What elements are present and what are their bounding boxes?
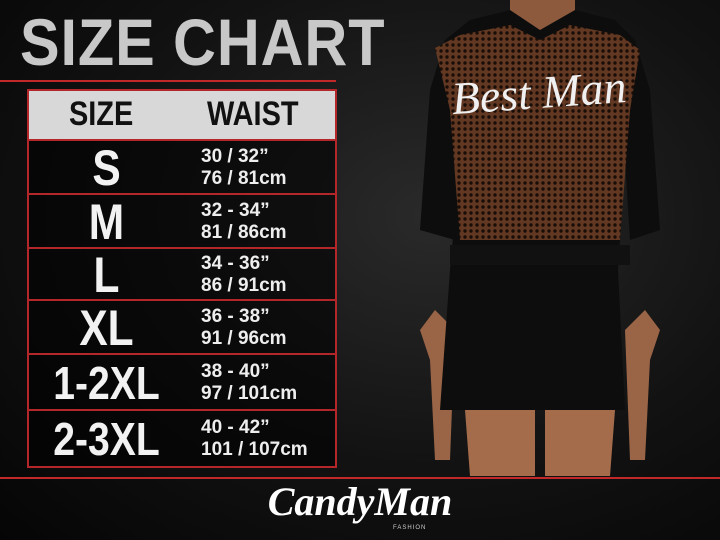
table-row: M 32 - 34” 81 / 86cm xyxy=(29,194,335,250)
table-row: S 30 / 32” 76 / 81cm xyxy=(29,140,335,196)
waist-cm: 101 / 107cm xyxy=(201,438,308,460)
waist-inches: 30 / 32” xyxy=(201,146,269,167)
mesh-back xyxy=(435,25,640,240)
waist-cm: 81 / 86cm xyxy=(201,222,287,243)
waist-inches: 34 - 36” xyxy=(201,253,270,274)
size-label: 2-3XL xyxy=(53,412,160,465)
size-label: 1-2XL xyxy=(53,357,160,410)
waist-cm: 91 / 96cm xyxy=(201,328,287,349)
table-row: 2-3XL 40 - 42” 101 / 107cm xyxy=(29,411,335,466)
right-arm xyxy=(625,310,660,460)
divider xyxy=(0,80,336,82)
size-label: M xyxy=(88,194,125,250)
size-table: SIZE WAIST S 30 / 32” 76 / 81cm M 32 - 34” 81… xyxy=(27,89,337,468)
size-label: XL xyxy=(79,300,134,356)
waist-cm: 86 / 91cm xyxy=(201,275,287,296)
waist-cm: 76 / 81cm xyxy=(201,168,287,189)
waist-inches: 38 - 40” xyxy=(201,361,270,382)
table-header: SIZE WAIST xyxy=(29,91,335,141)
size-label: L xyxy=(93,247,120,303)
waist-inches: 32 - 34” xyxy=(201,200,270,221)
table-row: 1-2XL 38 - 40” 97 / 101cm xyxy=(29,355,335,411)
title: SIZE CHART xyxy=(20,5,386,79)
logo: CandyMan xyxy=(267,479,453,524)
waist-inches: 40 - 42” xyxy=(201,416,270,438)
waist-inches: 36 - 38” xyxy=(201,306,270,327)
legs xyxy=(465,410,615,476)
column-header: WAIST xyxy=(207,95,299,133)
product-photo: Best Man xyxy=(420,0,660,476)
table-row: L 34 - 36” 86 / 91cm xyxy=(29,247,335,303)
garment-text: Best Man xyxy=(450,61,628,124)
waist-cm: 97 / 101cm xyxy=(201,383,298,404)
logo-sub: FASHION xyxy=(393,525,427,531)
table-row: XL 36 - 38” 91 / 96cm xyxy=(29,300,335,356)
size-label: S xyxy=(92,140,121,196)
column-header: SIZE xyxy=(69,95,134,133)
belt xyxy=(450,245,630,265)
divider xyxy=(0,477,720,479)
